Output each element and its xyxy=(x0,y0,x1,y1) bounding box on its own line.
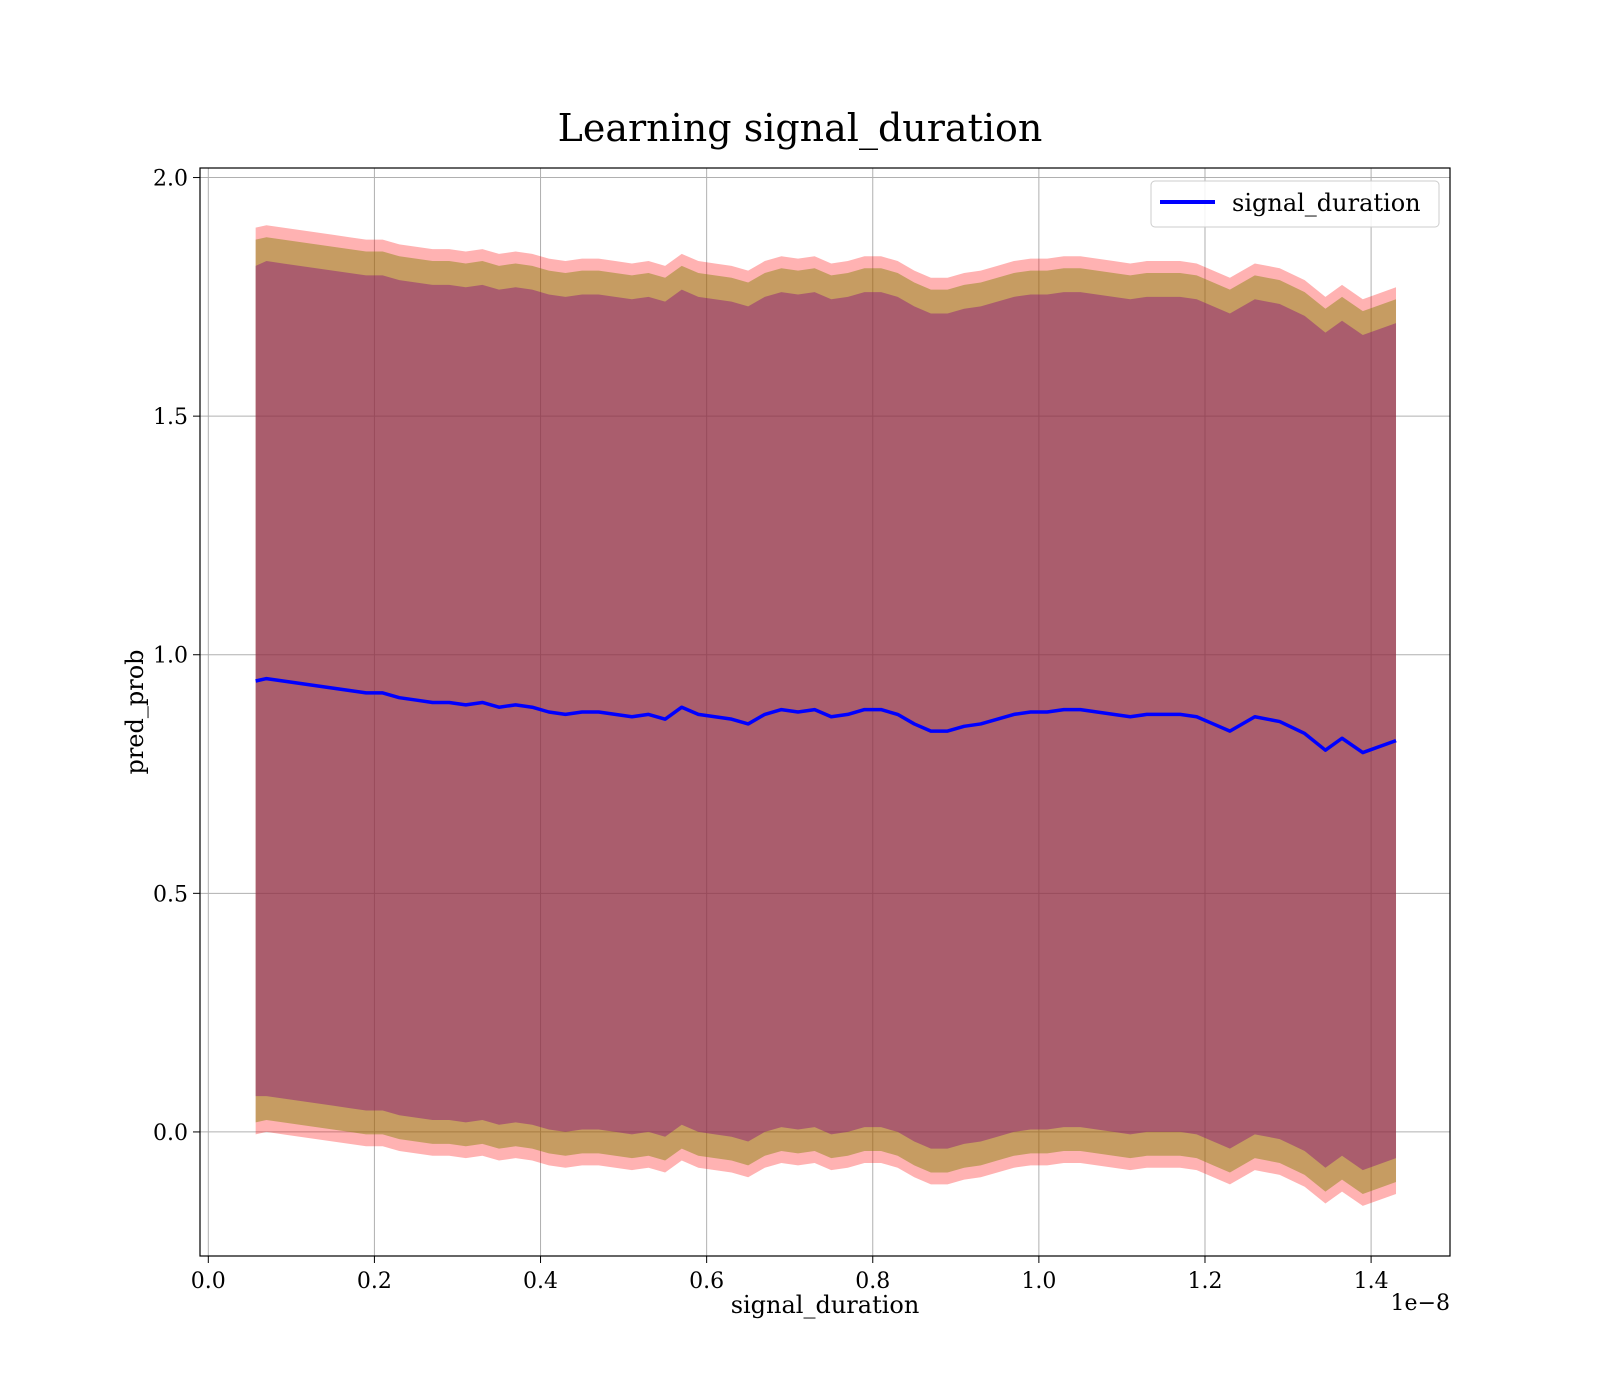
legend: signal_duration xyxy=(1150,180,1440,228)
legend-label: signal_duration xyxy=(1232,189,1421,217)
y-tick-label: 0.5 xyxy=(153,882,188,907)
x-tick-label: 0.0 xyxy=(191,1269,226,1294)
confidence-bands xyxy=(255,225,1397,1206)
plot-frame xyxy=(199,167,1451,1257)
y-tick-label: 0.0 xyxy=(153,1121,188,1146)
x-tick-label: 0.8 xyxy=(855,1269,890,1294)
grid xyxy=(200,168,1450,1256)
y-tick-label: 1.0 xyxy=(153,644,188,669)
chart-title: Learning signal_duration xyxy=(558,106,1043,151)
series-line-signal-duration xyxy=(255,676,1397,755)
x-tick-label: 0.4 xyxy=(523,1269,558,1294)
x-axis-offset-text: 1e−8 xyxy=(1391,1291,1450,1316)
x-tick-label: 0.6 xyxy=(689,1269,724,1294)
x-tick-label: 1.0 xyxy=(1021,1269,1056,1294)
x-tick-label: 1.2 xyxy=(1187,1269,1222,1294)
x-tick-label: 0.2 xyxy=(357,1269,392,1294)
series-lines xyxy=(255,676,1397,755)
y-tick-label: 1.5 xyxy=(153,405,188,430)
legend-frame xyxy=(1150,180,1440,228)
y-tick-label: 2.0 xyxy=(153,167,188,192)
plot-area xyxy=(200,168,1450,1256)
y-axis-label: pred_prob xyxy=(121,649,149,774)
x-tick-label: 1.4 xyxy=(1354,1269,1389,1294)
ticks: 0.0 0.2 0.4 0.6 0.8 1.0 1.2 1.4 0.0 0.5 1.0 1.5 2.0 xyxy=(153,167,1389,1294)
x-axis-label: signal_duration xyxy=(731,1291,920,1319)
